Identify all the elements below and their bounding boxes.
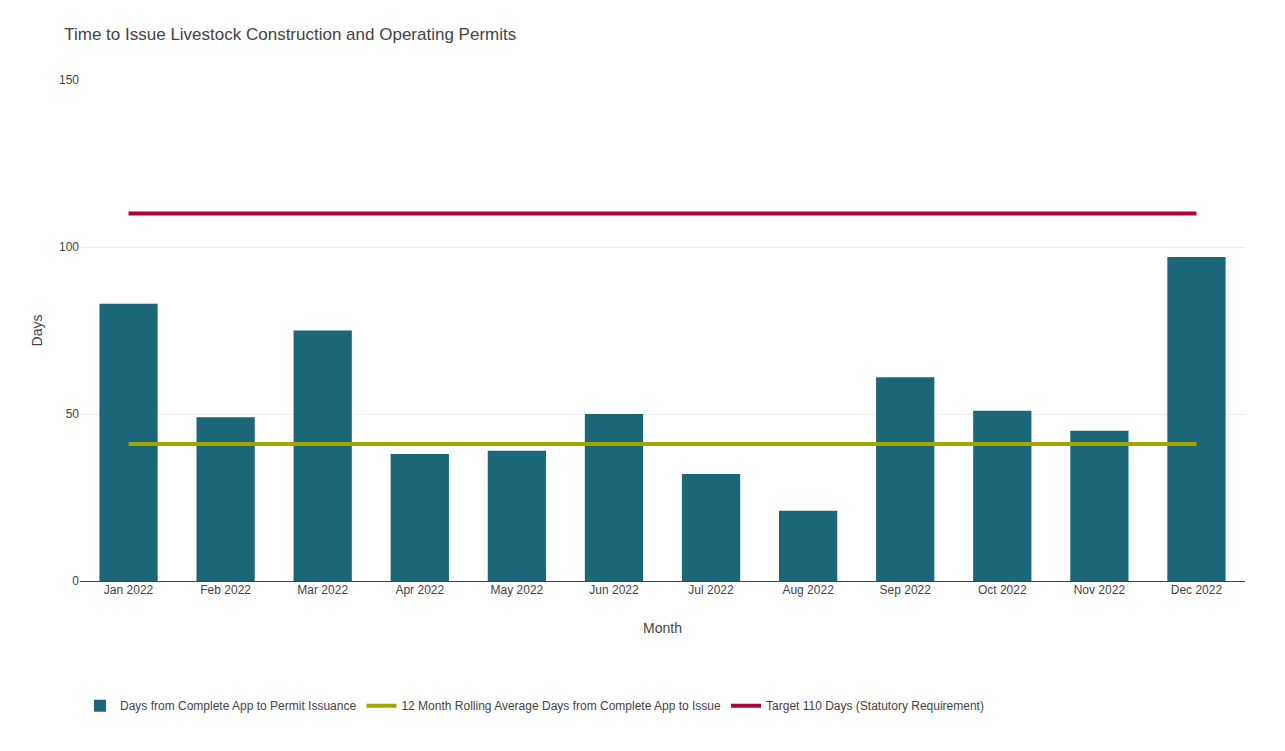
svg-text:Jul 2022: Jul 2022 bbox=[688, 583, 734, 597]
svg-text:50: 50 bbox=[66, 407, 80, 421]
svg-text:Jan 2022: Jan 2022 bbox=[104, 583, 154, 597]
svg-text:Jun 2022: Jun 2022 bbox=[589, 583, 639, 597]
svg-text:0: 0 bbox=[72, 574, 79, 588]
svg-text:Days: Days bbox=[29, 315, 45, 347]
svg-text:Mar 2022: Mar 2022 bbox=[297, 583, 348, 597]
svg-text:Target 110 Days (Statutory Req: Target 110 Days (Statutory Requirement) bbox=[766, 699, 984, 713]
svg-text:Time to Issue Livestock Constr: Time to Issue Livestock Construction and… bbox=[64, 25, 516, 44]
svg-text:Days from Complete App to Perm: Days from Complete App to Permit Issuanc… bbox=[120, 699, 356, 713]
svg-text:May 2022: May 2022 bbox=[491, 583, 544, 597]
svg-text:Apr 2022: Apr 2022 bbox=[395, 583, 444, 597]
svg-text:Oct 2022: Oct 2022 bbox=[978, 583, 1027, 597]
svg-text:100: 100 bbox=[59, 240, 79, 254]
svg-text:12 Month Rolling Average Days: 12 Month Rolling Average Days from Compl… bbox=[401, 699, 721, 713]
svg-text:Aug 2022: Aug 2022 bbox=[782, 583, 834, 597]
svg-text:Nov 2022: Nov 2022 bbox=[1074, 583, 1126, 597]
svg-text:Feb 2022: Feb 2022 bbox=[200, 583, 251, 597]
svg-text:Sep 2022: Sep 2022 bbox=[880, 583, 932, 597]
svg-text:150: 150 bbox=[59, 73, 79, 87]
svg-text:Month: Month bbox=[643, 620, 682, 636]
svg-text:Dec 2022: Dec 2022 bbox=[1171, 583, 1223, 597]
